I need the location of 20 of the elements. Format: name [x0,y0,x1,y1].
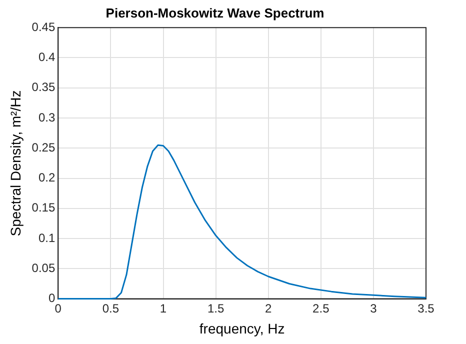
x-tick-label: 1 [160,301,167,316]
x-tick-label: 2.5 [312,301,330,316]
x-tick-label: 3.5 [418,301,435,316]
x-tick-label: 2 [265,301,272,316]
y-tick-label: 0.1 [38,230,56,245]
y-tick-label: 0 [48,291,56,306]
y-tick-label: 0.3 [38,110,56,124]
x-axis-title: frequency, Hz [199,320,285,336]
y-tick-label: 0.35 [32,80,56,94]
x-tick-label: 3 [370,301,378,316]
y-tick-label: 0.15 [32,200,56,215]
x-tick-label: 1.5 [207,301,224,316]
y-tick-label: 0.25 [32,140,56,154]
y-tick-label: 0.2 [38,170,56,185]
y-axis-title: Spectral Density, m²/Hz [7,90,24,236]
y-tick-label: 0.45 [32,20,56,34]
x-tick-label: 0.5 [102,301,120,316]
chart-title: Pierson-Moskowitz Wave Spectrum [106,5,324,20]
y-tick-label: 0.4 [38,50,56,64]
y-tick-label: 0.05 [32,260,56,275]
